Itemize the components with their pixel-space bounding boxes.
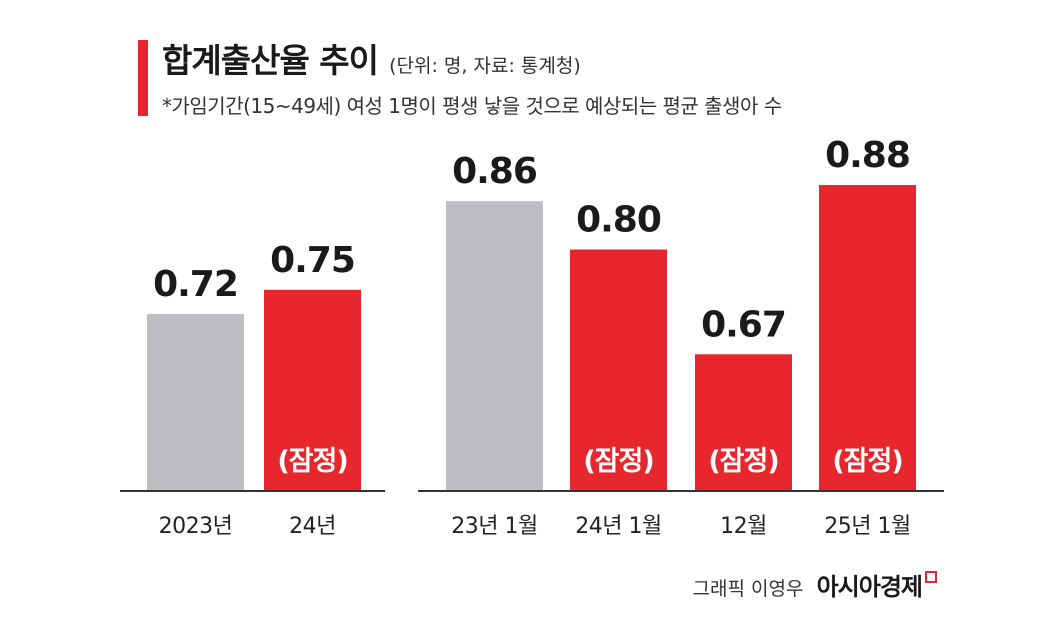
provisional-label: (잠정) bbox=[708, 446, 778, 477]
category-label: 2023년 bbox=[159, 514, 233, 539]
credit: 그래픽 이영우 아시아경제 bbox=[693, 567, 937, 602]
provisional-label: (잠정) bbox=[583, 446, 653, 477]
category-label: 23년 1월 bbox=[451, 514, 537, 539]
graphic-credit: 그래픽 이영우 bbox=[692, 578, 804, 600]
chart-subtitle: *가임기간(15~49세) 여성 1명이 평생 낳을 것으로 예상되는 평균 출… bbox=[162, 94, 782, 118]
bar-24년 1월 bbox=[570, 249, 667, 491]
category-label: 25년 1월 bbox=[824, 514, 910, 539]
title-row: 합계출산율 추이 (단위: 명, 자료: 통계청) bbox=[162, 34, 581, 82]
value-label: 0.88 bbox=[825, 135, 910, 176]
value-label: 0.86 bbox=[452, 151, 537, 192]
bar-25년 1월 bbox=[819, 185, 916, 491]
value-label: 0.75 bbox=[270, 240, 355, 281]
bar-23년 1월 bbox=[446, 201, 543, 491]
brand-mark-icon bbox=[925, 571, 937, 583]
value-label: 0.72 bbox=[153, 264, 238, 305]
bar-12월 bbox=[695, 354, 792, 491]
title-accent-bar bbox=[138, 40, 148, 116]
bar-24년 bbox=[264, 289, 361, 491]
provisional-label: (잠정) bbox=[277, 446, 347, 477]
brand-logo: 아시아경제 bbox=[816, 573, 923, 601]
unit-note: (단위: 명, 자료: 통계청) bbox=[389, 55, 581, 77]
value-label: 0.67 bbox=[701, 304, 786, 345]
category-label: 24년 1월 bbox=[575, 514, 661, 539]
category-label: 12월 bbox=[720, 514, 767, 539]
value-label: 0.80 bbox=[576, 200, 661, 241]
provisional-label: (잠정) bbox=[832, 446, 902, 477]
chart-title: 합계출산율 추이 bbox=[162, 41, 379, 80]
category-label: 24년 bbox=[289, 514, 336, 539]
bar-2023년 bbox=[147, 313, 244, 491]
